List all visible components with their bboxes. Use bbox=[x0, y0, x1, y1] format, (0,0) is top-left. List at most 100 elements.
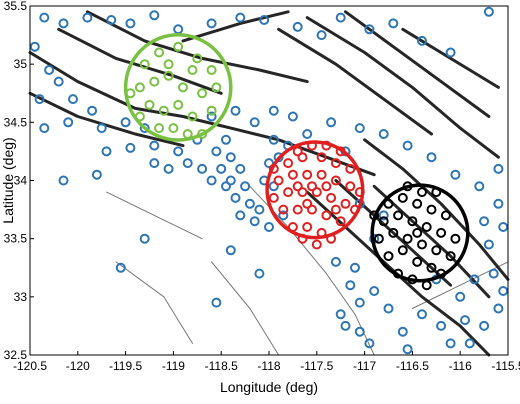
stations-point bbox=[417, 35, 427, 46]
stations-point bbox=[326, 117, 337, 128]
x-tick-label: -118.5 bbox=[205, 359, 238, 373]
stations-point bbox=[436, 320, 447, 331]
red-point bbox=[292, 146, 303, 157]
red-point bbox=[335, 216, 346, 227]
red-point bbox=[345, 163, 356, 174]
stations-point bbox=[369, 286, 380, 296]
y-tick-label: 33 bbox=[14, 290, 28, 304]
red-point bbox=[292, 181, 303, 192]
stations-point bbox=[268, 181, 279, 192]
stations-point bbox=[225, 152, 236, 163]
black-point bbox=[431, 245, 442, 256]
stations-point bbox=[34, 94, 45, 105]
green-point bbox=[178, 82, 188, 93]
fault-line bbox=[363, 138, 510, 281]
black-point bbox=[402, 233, 413, 244]
green-point bbox=[173, 41, 184, 52]
fault-line bbox=[115, 261, 193, 344]
black-point bbox=[421, 280, 432, 291]
red-point bbox=[283, 158, 294, 169]
stations-point bbox=[483, 6, 494, 17]
stations-point bbox=[469, 274, 480, 285]
stations-point bbox=[91, 169, 102, 180]
fault-line bbox=[106, 191, 203, 240]
stations-point bbox=[417, 309, 427, 320]
stations-point bbox=[106, 15, 117, 25]
fault-line bbox=[401, 27, 500, 89]
stations-point bbox=[335, 309, 346, 320]
black-point bbox=[426, 204, 437, 215]
black-point bbox=[397, 192, 408, 203]
red-point bbox=[321, 181, 332, 192]
stations-point bbox=[254, 204, 265, 215]
black-point bbox=[436, 227, 447, 238]
stations-point bbox=[397, 326, 408, 337]
red-point bbox=[330, 158, 341, 169]
axis-ticks-layer: -120.5 -120 -119.5 -119 -118.5 -118 -117.5 -117… bbox=[4, 0, 520, 373]
stations-point bbox=[211, 297, 222, 308]
x-tick-label: -117 bbox=[353, 359, 376, 373]
green-point bbox=[211, 82, 222, 93]
red-point bbox=[297, 152, 308, 163]
black-point bbox=[426, 262, 437, 273]
stations-point bbox=[383, 303, 394, 314]
fault-line bbox=[28, 51, 376, 177]
stations-point bbox=[498, 222, 509, 232]
x-tick-label: -120.5 bbox=[13, 359, 47, 373]
fault-line bbox=[344, 10, 491, 118]
stations-point bbox=[402, 140, 413, 151]
red-point bbox=[302, 222, 313, 232]
stations-point bbox=[221, 134, 231, 145]
green-point bbox=[158, 105, 169, 116]
red-point bbox=[292, 204, 303, 215]
x-axis-label: Longitude (deg) bbox=[220, 379, 318, 395]
green-point bbox=[197, 88, 208, 99]
x-tick-label: -116 bbox=[449, 359, 472, 373]
black-region-circle bbox=[370, 183, 470, 283]
stations-point bbox=[120, 117, 131, 128]
x-tick-label: -115.5 bbox=[491, 359, 520, 373]
red-point bbox=[316, 169, 327, 180]
stations-point bbox=[139, 233, 150, 244]
black-point bbox=[412, 256, 423, 267]
stations-point bbox=[173, 24, 184, 35]
stations-point bbox=[149, 140, 160, 151]
green-point bbox=[187, 65, 198, 75]
stations-point bbox=[235, 210, 246, 221]
green-point bbox=[154, 47, 165, 58]
black-point bbox=[383, 251, 394, 262]
stations-point bbox=[388, 18, 399, 29]
stations-point bbox=[460, 315, 470, 326]
stations-point bbox=[101, 146, 112, 157]
stations-point bbox=[268, 134, 279, 145]
green-point bbox=[187, 111, 198, 122]
green-point bbox=[173, 99, 184, 110]
fault-line bbox=[57, 27, 223, 95]
stations-point bbox=[149, 158, 160, 169]
black-point bbox=[383, 198, 394, 209]
stations-point bbox=[182, 158, 193, 169]
stations-point bbox=[378, 210, 389, 221]
fault-line bbox=[277, 27, 433, 136]
stations-point bbox=[354, 297, 365, 308]
x-tick-label: -117.5 bbox=[300, 359, 333, 373]
red-point bbox=[330, 175, 341, 186]
stations-point bbox=[488, 268, 499, 279]
red-point bbox=[326, 192, 337, 203]
stations-point bbox=[87, 105, 98, 116]
green-point bbox=[206, 65, 217, 75]
stations-point bbox=[493, 303, 504, 314]
stations-point bbox=[125, 18, 136, 29]
stations-point bbox=[39, 123, 50, 134]
stations-point bbox=[335, 12, 346, 23]
stations-point bbox=[445, 338, 456, 349]
station-points-layer bbox=[29, 6, 509, 355]
stations-point bbox=[68, 94, 78, 105]
red-point bbox=[330, 204, 341, 215]
green-point bbox=[134, 82, 145, 93]
stations-point bbox=[378, 129, 389, 139]
black-point bbox=[417, 239, 427, 250]
black-point bbox=[440, 210, 451, 221]
black-point bbox=[378, 216, 389, 227]
